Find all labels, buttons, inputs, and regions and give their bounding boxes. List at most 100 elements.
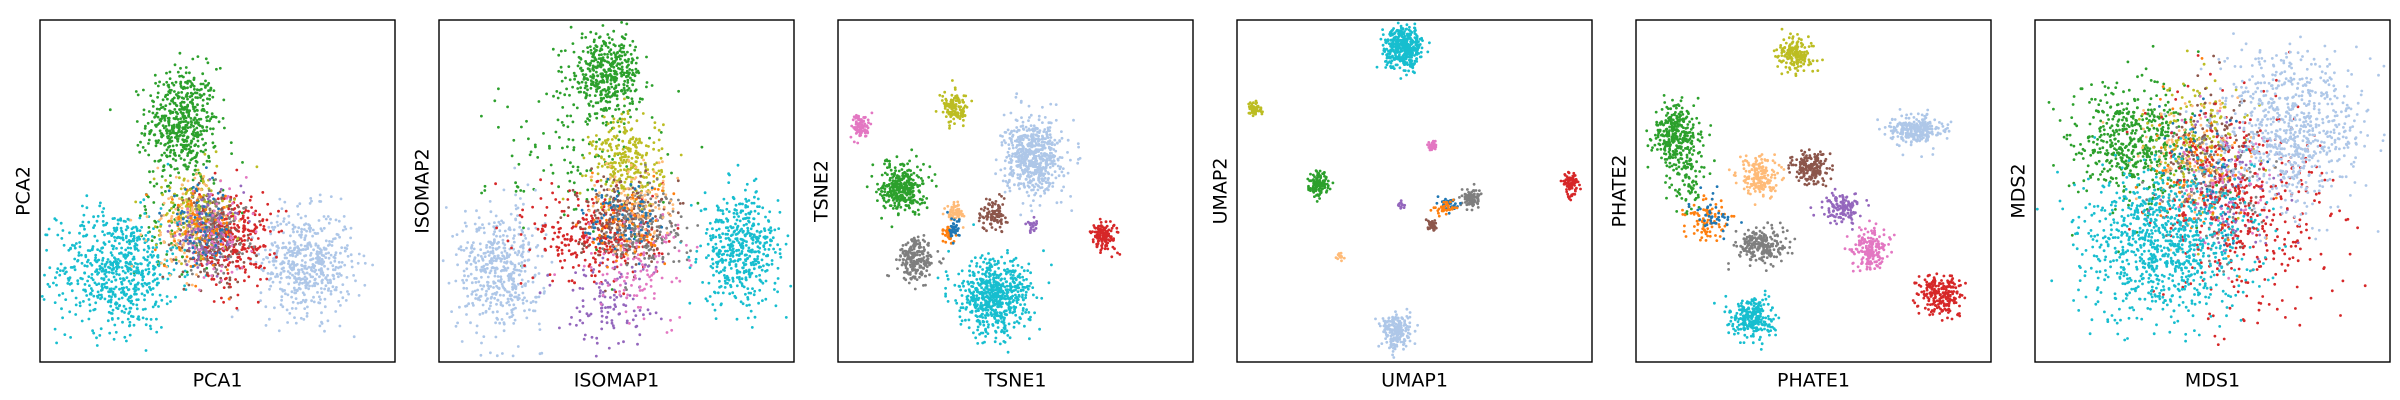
scatter-point [758, 234, 762, 238]
scatter-point [278, 280, 282, 284]
scatter-point [601, 75, 605, 79]
scatter-point [160, 326, 163, 329]
scatter-point [603, 70, 607, 73]
scatter-point [512, 237, 515, 240]
scatter-point [481, 303, 485, 307]
scatter-point [172, 101, 176, 105]
scatter-point [265, 218, 269, 222]
scatter-point [695, 249, 699, 253]
scatter-point [80, 261, 84, 265]
scatter-point [559, 65, 563, 69]
scatter-point [282, 220, 285, 223]
scatter-point [498, 257, 502, 260]
scatter-point [214, 231, 218, 235]
scatter-point [190, 140, 194, 143]
scatter-point [717, 233, 721, 237]
scatter-point [613, 72, 617, 76]
scatter-point [125, 240, 129, 244]
scatter-point [484, 299, 488, 303]
scatter-point [568, 93, 571, 97]
scatter-point [294, 307, 298, 310]
scatter-point [625, 165, 629, 168]
scatter-point [600, 72, 604, 76]
scatter-point [116, 258, 120, 261]
scatter-point [283, 253, 287, 257]
scatter-point [290, 290, 294, 294]
scatter-point [221, 213, 225, 216]
scatter-point [612, 117, 616, 121]
scatter-point [242, 191, 246, 194]
scatter-point [726, 253, 729, 257]
scatter-point [193, 116, 197, 120]
scatter-point [595, 70, 598, 74]
scatter-point [629, 166, 633, 170]
scatter-point [186, 211, 190, 214]
scatter-point [277, 230, 281, 234]
scatter-point [274, 275, 277, 279]
scatter-point [462, 281, 466, 285]
scatter-point [180, 206, 184, 210]
scatter-point [557, 185, 560, 189]
scatter-point [180, 273, 184, 276]
scatter-point [173, 234, 177, 238]
scatter-point [456, 321, 459, 325]
scatter-point [195, 172, 198, 176]
scatter-point [658, 184, 661, 188]
scatter-point [214, 150, 218, 154]
scatter-point [531, 205, 534, 209]
scatter-point [181, 270, 185, 274]
scatter-point [582, 77, 586, 81]
scatter-point [558, 91, 562, 95]
scatter-point [294, 272, 298, 275]
scatter-point [758, 273, 761, 277]
scatter-point [195, 108, 199, 112]
scatter-point [100, 277, 103, 280]
scatter-point [734, 237, 738, 241]
scatter-point [589, 86, 593, 90]
scatter-point [327, 221, 331, 225]
scatter-point [126, 217, 130, 221]
scatter-point [83, 288, 87, 292]
scatter-point [660, 170, 664, 174]
scatter-point [119, 226, 123, 230]
scatter-point [156, 123, 160, 126]
scatter-point [607, 251, 611, 255]
scatter-point [603, 198, 607, 202]
scatter-point [227, 285, 231, 289]
scatter-point [93, 224, 96, 227]
scatter-point [171, 144, 175, 148]
scatter-point [637, 71, 641, 75]
scatter-point [135, 269, 138, 273]
scatter-point [133, 244, 137, 248]
subplot-pca: PCA1 PCA2 [13, 19, 396, 392]
scatter-point [233, 207, 237, 210]
scatter-point [185, 105, 189, 108]
scatter-point [300, 300, 303, 304]
scatter-point [641, 112, 645, 115]
scatter-point [635, 56, 639, 60]
scatter-point [202, 143, 206, 147]
scatter-point [518, 225, 522, 229]
scatter-point [528, 248, 532, 252]
scatter-point [299, 235, 303, 239]
scatter-point [108, 260, 112, 264]
scatter-point [168, 224, 172, 228]
scatter-point [728, 173, 731, 177]
scatter-point [167, 197, 171, 201]
scatter-point [184, 120, 188, 123]
scatter-point [590, 178, 593, 182]
scatter-point [89, 287, 93, 290]
scatter-point [488, 200, 492, 203]
scatter-point [615, 97, 619, 101]
scatter-point [545, 92, 548, 96]
scatter-point [96, 272, 99, 276]
scatter-point [275, 255, 278, 259]
scatter-point [732, 230, 736, 234]
scatter-point [294, 255, 298, 258]
scatter-point [786, 234, 790, 238]
scatter-point [103, 297, 107, 301]
scatter-point [585, 77, 589, 80]
scatter-point [334, 288, 338, 292]
scatter-point [585, 169, 589, 173]
scatter-point [753, 315, 757, 319]
